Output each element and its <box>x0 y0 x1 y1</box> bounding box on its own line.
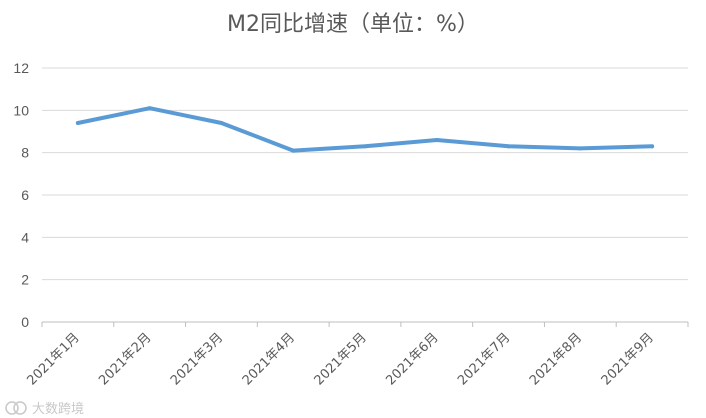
data-point <box>219 121 224 126</box>
data-point <box>578 146 583 151</box>
series-line <box>75 106 655 153</box>
x-tick-label: 2021年4月 <box>240 330 298 388</box>
chart-title: M2同比增速（单位：%） <box>227 12 479 37</box>
data-point <box>650 144 655 149</box>
y-tick-label: 10 <box>13 102 29 118</box>
x-tick-label: 2021年2月 <box>96 330 154 388</box>
x-tick-label: 2021年9月 <box>599 330 657 388</box>
x-tick-label: 2021年3月 <box>168 330 226 388</box>
x-tick-label: 2021年8月 <box>527 330 585 388</box>
x-tick-label: 2021年6月 <box>383 330 441 388</box>
y-tick-label: 8 <box>21 145 29 161</box>
data-point <box>147 106 152 111</box>
y-tick-label: 12 <box>13 60 29 76</box>
watermark: 大数跨境 <box>5 401 84 417</box>
gridlines <box>42 67 688 281</box>
y-tick-label: 2 <box>21 272 29 288</box>
y-tick-label: 0 <box>21 314 29 330</box>
data-point <box>75 121 80 126</box>
x-axis <box>41 321 689 327</box>
watermark-text: 大数跨境 <box>32 402 84 417</box>
x-tick-label: 2021年7月 <box>455 330 513 388</box>
data-point <box>434 137 439 142</box>
y-axis-ticks: 0 2 4 6 8 10 12 <box>13 60 29 330</box>
x-tick-label: 2021年5月 <box>312 330 370 388</box>
x-axis-ticks: 2021年1月 2021年2月 2021年3月 2021年4月 2021年5月 2021年… <box>24 330 656 388</box>
data-point <box>363 144 367 149</box>
y-tick-label: 6 <box>21 187 29 203</box>
data-point <box>506 144 511 149</box>
y-tick-label: 4 <box>21 229 29 245</box>
data-point <box>291 148 296 153</box>
series-layer <box>75 106 655 153</box>
watermark-logo-icon <box>5 401 27 415</box>
x-tick-label: 2021年1月 <box>24 330 82 388</box>
